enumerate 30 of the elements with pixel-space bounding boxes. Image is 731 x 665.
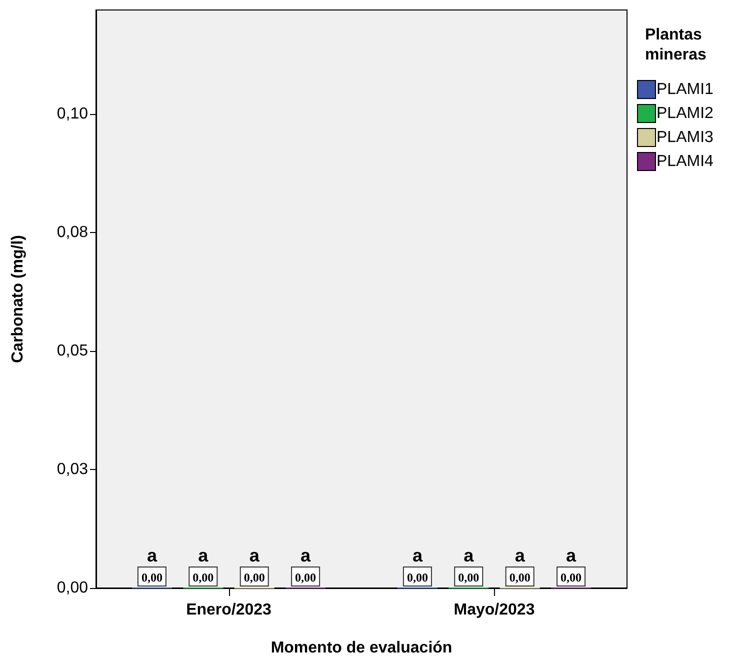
data-label: 0,00 xyxy=(509,570,530,584)
y-axis-title: Carbonato (mg/l) xyxy=(10,235,26,363)
annotation: a xyxy=(566,546,578,566)
annotation: a xyxy=(198,546,210,566)
y-tick-label: 0,08 xyxy=(56,224,88,242)
data-label: 0,00 xyxy=(141,570,162,584)
data-label: 0,00 xyxy=(406,570,428,584)
legend-label: PLAMI2 xyxy=(656,105,714,122)
x-tick-label: Enero/2023 xyxy=(186,602,272,618)
y-tick-label: 0,00 xyxy=(56,580,88,596)
data-label: 0,00 xyxy=(244,570,265,584)
x-axis-title: Momento de evaluación xyxy=(270,640,452,656)
legend-label: PLAMI3 xyxy=(656,129,714,146)
annotation: a xyxy=(514,546,526,566)
annotation: a xyxy=(146,546,158,566)
data-label: 0,00 xyxy=(295,570,316,584)
annotation: a xyxy=(412,546,424,566)
legend-title: Plantas mineras xyxy=(645,26,706,64)
legend-label: PLAMI4 xyxy=(656,153,714,170)
x-tick-label: Mayo/2023 xyxy=(454,602,535,618)
y-tick-label: 0,10 xyxy=(56,106,88,123)
y-tick-label: 0,05 xyxy=(56,342,88,360)
data-label: 0,00 xyxy=(560,570,582,584)
data-label: 0,00 xyxy=(458,570,480,584)
y-tick-label: 0,03 xyxy=(56,461,88,478)
annotation: a xyxy=(249,546,260,566)
annotation: a xyxy=(464,546,475,566)
legend-label: PLAMI1 xyxy=(656,81,714,98)
annotation: a xyxy=(300,546,312,566)
data-label: 0,00 xyxy=(192,570,214,584)
